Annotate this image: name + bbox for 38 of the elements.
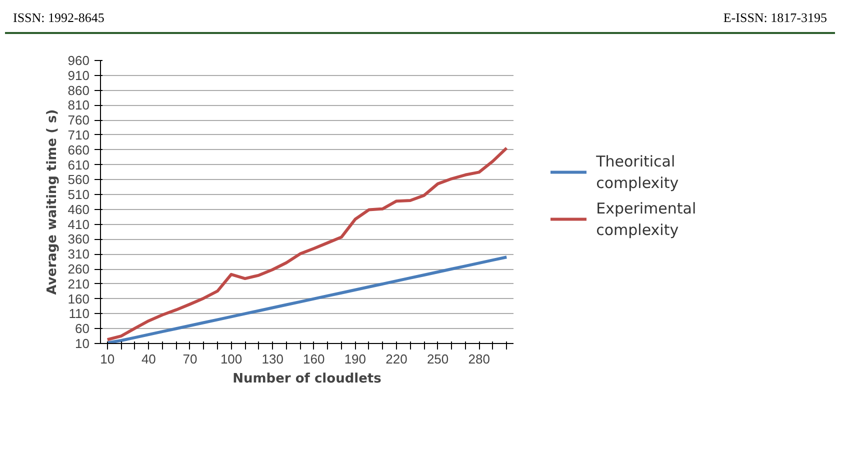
x-tick-label: 100 xyxy=(220,352,242,366)
text: ISSN: 1992-8645 xyxy=(13,9,104,27)
legend-label: Experimental complexity xyxy=(596,199,696,240)
y-tick-label: 10 xyxy=(75,336,90,351)
y-tick-label: 510 xyxy=(68,187,90,202)
y-tick-label: 110 xyxy=(68,306,90,322)
y-tick-label: 660 xyxy=(68,142,90,158)
legend-label: Theoritical complexity xyxy=(595,152,679,192)
x-tick-label: 250 xyxy=(426,352,449,366)
y-tick-label: 960 xyxy=(68,53,90,68)
y-tick-label: 560 xyxy=(68,172,90,188)
y-tick-label: 760 xyxy=(68,112,90,128)
y-tick-label: 160 xyxy=(68,291,90,306)
y-tick-label: 460 xyxy=(68,202,90,217)
x-axis-title: Number of cloudlets xyxy=(232,372,382,386)
y-tick-label: 410 xyxy=(68,216,90,232)
y-tick-label: 210 xyxy=(68,276,90,292)
x-tick-label: 10 xyxy=(100,352,115,366)
x-tick-label: 220 xyxy=(386,352,408,366)
y-tick-label: 360 xyxy=(68,232,90,247)
y-tick-label: 610 xyxy=(68,157,90,172)
line-series xyxy=(106,146,508,342)
y-tick-label: 310 xyxy=(68,246,90,262)
y-tick-label: 910 xyxy=(68,68,90,83)
x-tick-label: 190 xyxy=(344,352,366,366)
x-tick-label: 40 xyxy=(141,352,156,366)
y-tick-label: 260 xyxy=(68,262,90,277)
y-axis-title: Average waiting time ( s) xyxy=(44,109,60,295)
text: E-ISSN: 1817-3195 xyxy=(723,9,827,27)
x-tick-label: 280 xyxy=(468,352,490,366)
y-tick-label: 860 xyxy=(68,82,90,98)
y-tick-label: 710 xyxy=(68,127,90,142)
x-tick-label: 160 xyxy=(303,352,325,366)
y-tick-label: 60 xyxy=(75,321,90,336)
y-tick-label: 810 xyxy=(68,98,90,113)
x-tick-label: 130 xyxy=(262,352,284,366)
x-tick-label: 70 xyxy=(182,352,198,366)
line-series xyxy=(106,256,508,344)
